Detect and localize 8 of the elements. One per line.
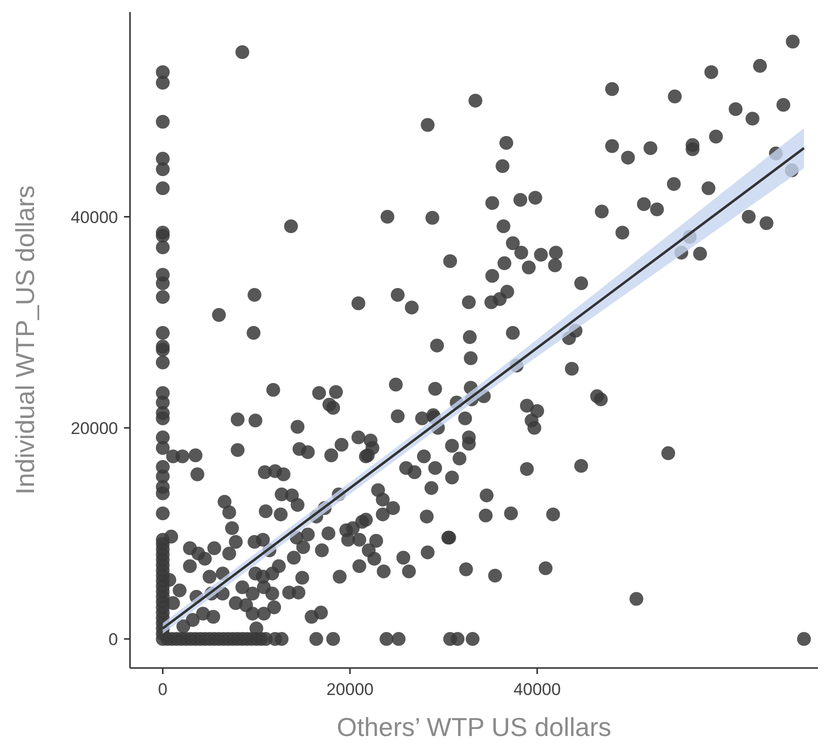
y-tick-label: 20000 — [70, 418, 118, 438]
x-tick-label: 20000 — [326, 680, 374, 699]
y-axis-title: Individual WTP_US dollars — [10, 185, 40, 495]
x-tick-label: 40000 — [514, 680, 561, 699]
y-tick-label: 0 — [108, 630, 118, 649]
x-tick-label: 0 — [158, 680, 168, 699]
x-axis-title: Others’ WTP US dollars — [336, 712, 612, 742]
y-tick-label: 40000 — [70, 208, 118, 227]
